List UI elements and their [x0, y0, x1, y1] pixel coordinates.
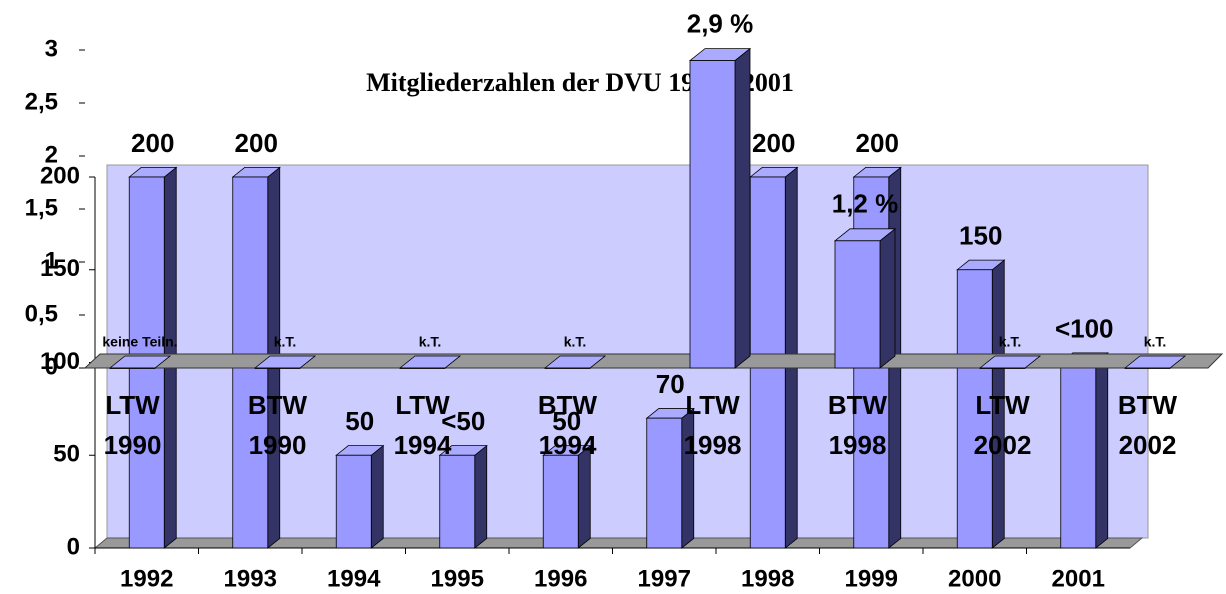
bar-side: [879, 227, 896, 369]
value-label: 2,9 %: [687, 8, 754, 38]
x-tick-label: LTW 1998: [683, 390, 742, 460]
bar: [1060, 362, 1097, 549]
y-tick-label: 0: [45, 353, 58, 380]
bar: [689, 60, 736, 369]
y-tick-label: 200: [40, 162, 80, 189]
x-tick-label: BTW 1994: [537, 390, 598, 460]
bar-side: [734, 47, 751, 369]
bar: [335, 454, 372, 549]
x-tick-label: LTW 1990: [103, 390, 162, 460]
value-label: keine Teiln.: [102, 334, 177, 350]
value-label: k.T.: [274, 334, 297, 350]
value-label: 150: [959, 221, 1002, 251]
bar: [834, 240, 881, 369]
value-label: k.T.: [419, 334, 442, 350]
value-label: <50: [441, 406, 485, 436]
x-tick-label: 1996: [534, 565, 587, 592]
bar-side: [474, 444, 488, 549]
value-label: k.T.: [999, 334, 1022, 350]
bar: [544, 367, 591, 369]
value-label: <100: [1055, 313, 1114, 343]
x-tick-label: 1995: [431, 565, 484, 592]
value-label: 200: [752, 128, 795, 158]
bar: [254, 367, 301, 369]
y-tick-label: 1: [45, 247, 58, 274]
x-tick-label: 2000: [948, 565, 1001, 592]
x-tick-label: 1994: [327, 565, 381, 592]
value-label: 200: [131, 128, 174, 158]
y-tick-label: 0: [67, 533, 80, 560]
bar: [646, 417, 683, 549]
x-tick-label: 1992: [120, 565, 173, 592]
value-label: 50: [345, 406, 374, 436]
bar: [542, 454, 579, 549]
y-tick-label: 100: [40, 348, 80, 375]
value-label: 200: [856, 128, 899, 158]
x-tick-label: 1999: [845, 565, 898, 592]
bar: [979, 367, 1026, 369]
y-tick-label: 1,5: [25, 194, 58, 221]
value-label: 200: [235, 128, 278, 158]
bar: [109, 367, 156, 369]
value-label: 1,2 %: [832, 189, 899, 219]
x-tick-label: 2001: [1052, 565, 1105, 592]
y-tick-label: 2,5: [25, 88, 58, 115]
bar: [956, 269, 993, 549]
value-label: 70: [656, 369, 685, 399]
y-tick-label: 50: [53, 441, 80, 468]
y-tick-label: 0,5: [25, 300, 58, 327]
x-tick-label: 1993: [224, 565, 277, 592]
bar: [1124, 367, 1171, 369]
x-tick-label: BTW 1998: [827, 390, 888, 460]
bar: [439, 454, 476, 549]
x-tick-label: 1997: [638, 565, 691, 592]
x-tick-label: BTW 1990: [247, 390, 308, 460]
x-tick-label: LTW 1994: [393, 390, 452, 460]
y-tick-label: 3: [45, 35, 58, 62]
value-label: k.T.: [1144, 334, 1167, 350]
value-label: k.T.: [564, 334, 587, 350]
value-label: 50: [552, 406, 581, 436]
x-tick-label: BTW 2002: [1117, 390, 1178, 460]
x-tick-label: 1998: [741, 565, 794, 592]
y-tick-label: 150: [40, 255, 80, 282]
y-tick-label: 2: [45, 141, 58, 168]
x-tick-label: LTW 2002: [973, 390, 1032, 460]
bar: [399, 367, 446, 369]
front-floor: [83, 353, 1224, 369]
